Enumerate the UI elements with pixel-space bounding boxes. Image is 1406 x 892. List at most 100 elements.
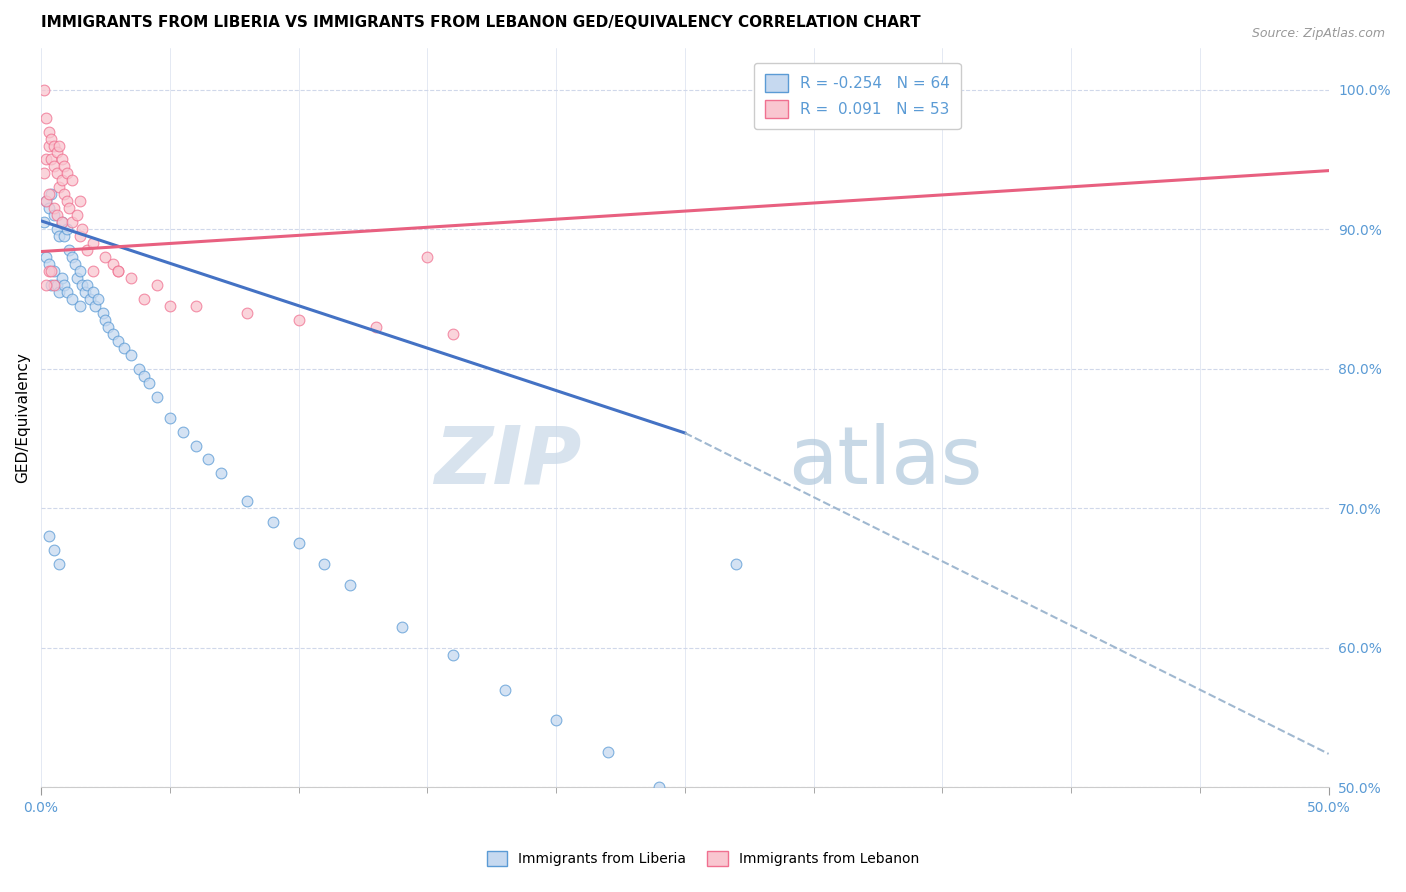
Point bbox=[32, 83, 55, 97]
Point bbox=[339, 578, 361, 592]
Point bbox=[184, 438, 207, 452]
Point bbox=[314, 557, 336, 571]
Point bbox=[53, 278, 76, 293]
Point bbox=[38, 202, 60, 216]
Point bbox=[94, 313, 117, 327]
Point bbox=[41, 153, 63, 167]
Point bbox=[42, 543, 65, 558]
Point bbox=[53, 187, 76, 202]
Point bbox=[56, 194, 79, 209]
Legend: Immigrants from Liberia, Immigrants from Lebanon: Immigrants from Liberia, Immigrants from… bbox=[481, 846, 925, 871]
Point bbox=[58, 243, 80, 257]
Point bbox=[42, 278, 65, 293]
Point bbox=[546, 714, 568, 728]
Point bbox=[287, 536, 309, 550]
Point bbox=[45, 278, 67, 293]
Point bbox=[45, 166, 67, 180]
Text: IMMIGRANTS FROM LIBERIA VS IMMIGRANTS FROM LEBANON GED/EQUIVALENCY CORRELATION C: IMMIGRANTS FROM LIBERIA VS IMMIGRANTS FR… bbox=[41, 15, 921, 30]
Point bbox=[45, 208, 67, 222]
Point bbox=[60, 173, 83, 187]
Point bbox=[35, 278, 58, 293]
Point bbox=[32, 215, 55, 229]
Point bbox=[138, 376, 160, 390]
Point bbox=[72, 222, 94, 236]
Point bbox=[38, 138, 60, 153]
Text: Source: ZipAtlas.com: Source: ZipAtlas.com bbox=[1251, 27, 1385, 40]
Point bbox=[48, 557, 70, 571]
Text: atlas: atlas bbox=[787, 423, 983, 501]
Point bbox=[48, 180, 70, 194]
Point bbox=[76, 243, 98, 257]
Point bbox=[45, 145, 67, 160]
Point bbox=[60, 215, 83, 229]
Point bbox=[60, 250, 83, 264]
Point bbox=[441, 326, 464, 341]
Point bbox=[725, 557, 748, 571]
Point bbox=[51, 271, 73, 285]
Point bbox=[38, 264, 60, 278]
Point bbox=[69, 264, 91, 278]
Point bbox=[42, 208, 65, 222]
Point bbox=[107, 264, 129, 278]
Point bbox=[159, 410, 181, 425]
Point bbox=[107, 334, 129, 348]
Point bbox=[146, 278, 169, 293]
Point bbox=[441, 648, 464, 662]
Point bbox=[32, 166, 55, 180]
Point bbox=[132, 292, 155, 306]
Point bbox=[209, 467, 232, 481]
Point bbox=[94, 250, 117, 264]
Point bbox=[82, 285, 104, 299]
Point bbox=[197, 452, 219, 467]
Point bbox=[35, 194, 58, 209]
Point bbox=[56, 166, 79, 180]
Point bbox=[76, 278, 98, 293]
Y-axis label: GED/Equivalency: GED/Equivalency bbox=[15, 352, 30, 483]
Point bbox=[128, 361, 150, 376]
Point bbox=[38, 187, 60, 202]
Point bbox=[159, 299, 181, 313]
Point bbox=[596, 746, 619, 760]
Point bbox=[53, 229, 76, 244]
Point bbox=[287, 313, 309, 327]
Point bbox=[79, 292, 101, 306]
Point bbox=[73, 285, 96, 299]
Point bbox=[51, 173, 73, 187]
Point bbox=[42, 138, 65, 153]
Point bbox=[103, 326, 125, 341]
Point bbox=[41, 278, 63, 293]
Point bbox=[184, 299, 207, 313]
Point bbox=[51, 153, 73, 167]
Legend: R = -0.254   N = 64, R =  0.091   N = 53: R = -0.254 N = 64, R = 0.091 N = 53 bbox=[754, 62, 960, 129]
Point bbox=[364, 319, 387, 334]
Point bbox=[172, 425, 194, 439]
Point bbox=[236, 306, 259, 320]
Point bbox=[87, 292, 110, 306]
Point bbox=[42, 264, 65, 278]
Point bbox=[38, 257, 60, 271]
Point bbox=[60, 292, 83, 306]
Point bbox=[391, 620, 413, 634]
Point bbox=[416, 250, 439, 264]
Point bbox=[42, 160, 65, 174]
Point bbox=[53, 160, 76, 174]
Point bbox=[66, 271, 89, 285]
Point bbox=[103, 257, 125, 271]
Point bbox=[51, 215, 73, 229]
Point bbox=[48, 138, 70, 153]
Point bbox=[69, 194, 91, 209]
Point bbox=[51, 215, 73, 229]
Point bbox=[35, 250, 58, 264]
Point bbox=[48, 285, 70, 299]
Point bbox=[45, 222, 67, 236]
Point bbox=[63, 257, 86, 271]
Point bbox=[107, 264, 129, 278]
Point bbox=[41, 131, 63, 145]
Point bbox=[48, 229, 70, 244]
Point bbox=[35, 111, 58, 125]
Point bbox=[84, 299, 107, 313]
Point bbox=[82, 264, 104, 278]
Point bbox=[69, 229, 91, 244]
Point bbox=[72, 278, 94, 293]
Point bbox=[41, 264, 63, 278]
